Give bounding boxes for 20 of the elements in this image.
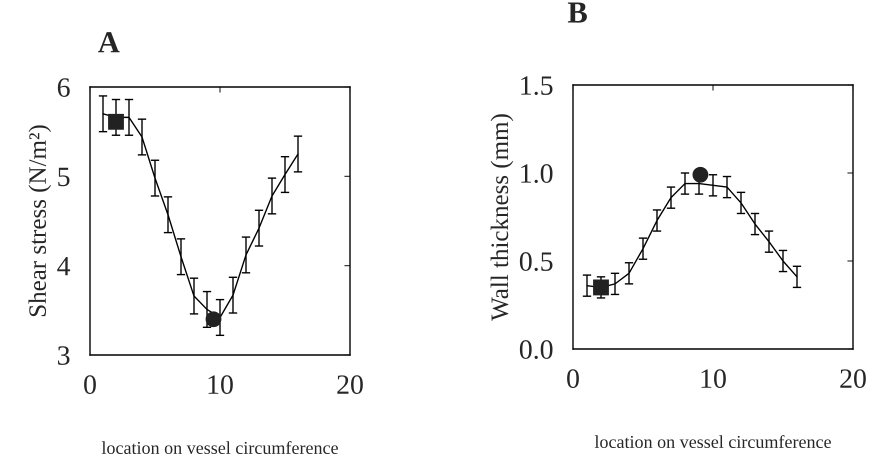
y-tick-label: 6 [58, 78, 70, 97]
y-axis-title: Wall thickness (mm) [490, 114, 514, 321]
chart-title: B [568, 2, 587, 23]
y-tick-label: 0.5 [520, 252, 552, 272]
y-tick-label: 5 [58, 168, 70, 186]
y-tick-label: 1.5 [521, 76, 552, 96]
y-tick-label: 0.0 [520, 340, 552, 360]
y-tick-label: 4 [57, 257, 70, 276]
x-tick-label: 0 [567, 369, 579, 388]
y-tick-label: 3 [58, 346, 70, 365]
y-axis-title: Shear stress (N/m²) [28, 125, 52, 316]
x-axis-title: location on vessel circumference [594, 435, 831, 448]
x-axis-title: location on vessel circumference [102, 441, 338, 454]
x-tick-label: 10 [702, 369, 726, 388]
x-tick-label: 20 [337, 375, 363, 394]
chart-title: A [98, 32, 120, 52]
y-tick-label: 1.0 [521, 164, 552, 184]
x-tick-label: 0 [84, 375, 96, 394]
x-tick-label: 10 [208, 375, 233, 394]
x-tick-label: 20 [840, 369, 866, 388]
